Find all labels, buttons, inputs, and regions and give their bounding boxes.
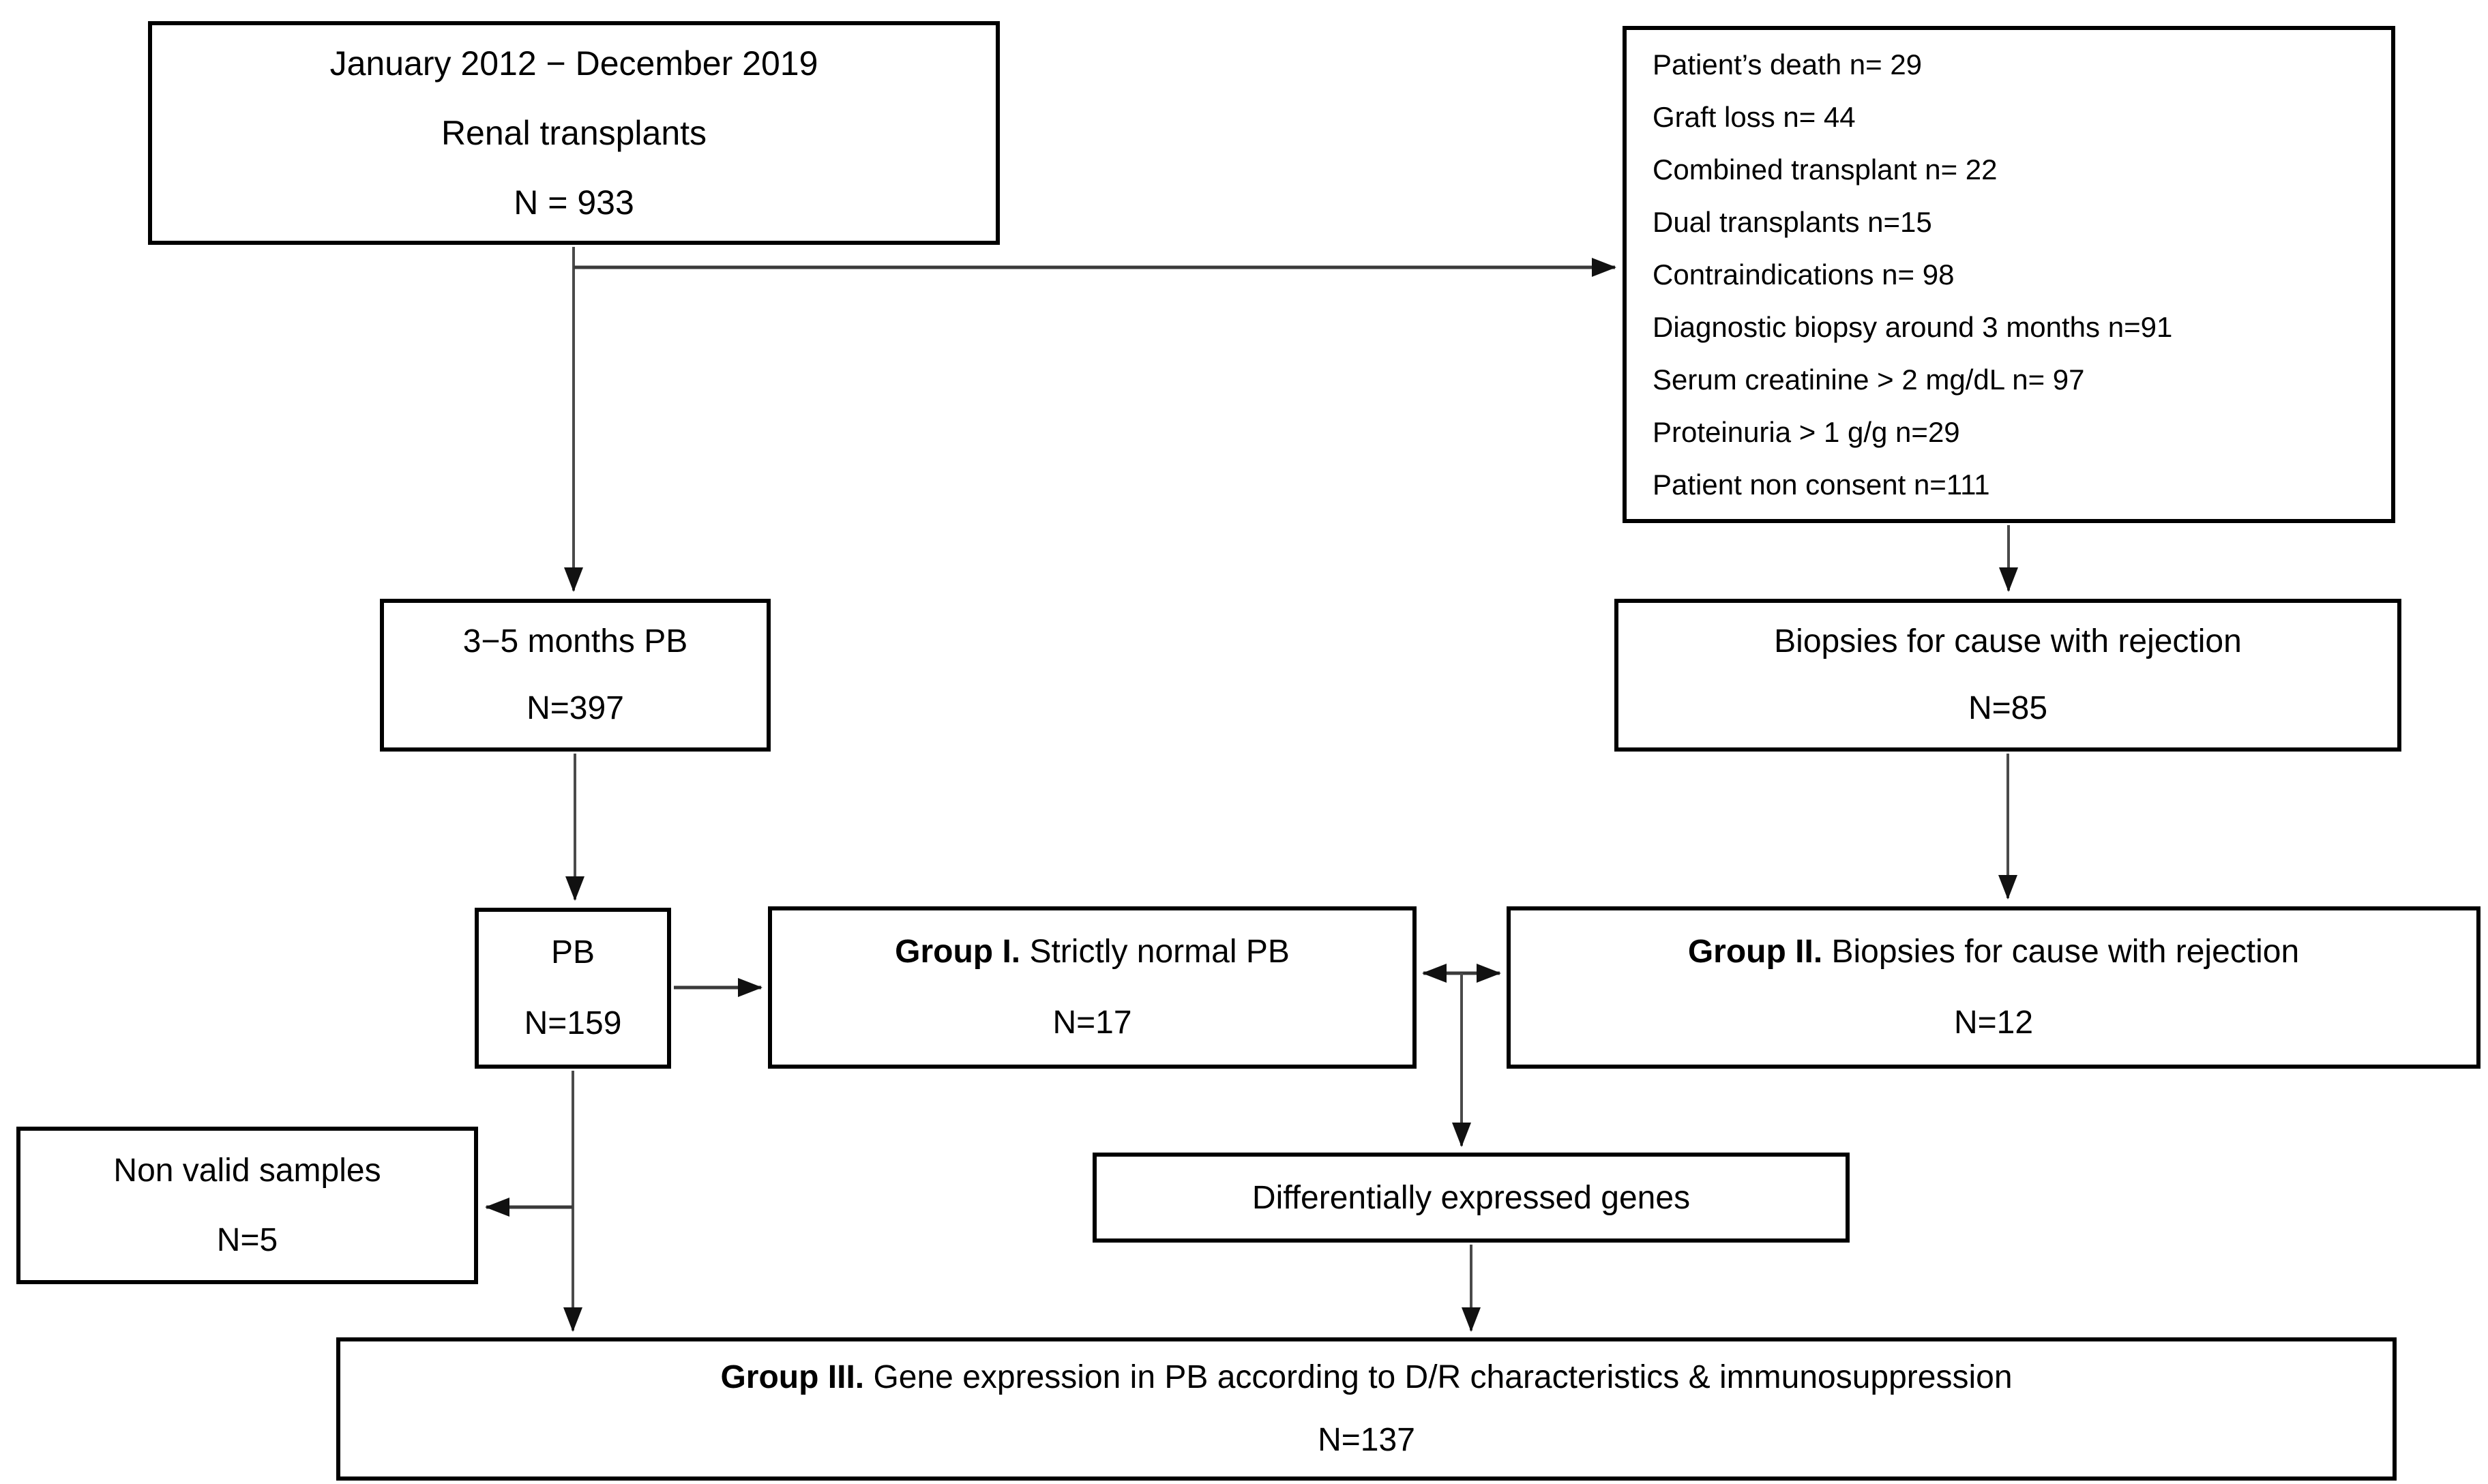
box-biopsies-for-cause: Biopsies for cause with rejection N=85 [1614,599,2401,752]
group3-prefix-text: Group III. [720,1359,865,1395]
group3-title-line: Group III. Gene expression in PB accordi… [720,1346,2012,1409]
renal-period-text: January 2012 − December 2019 [329,44,818,83]
exclusion-item: Proteinuria > 1 g/g n=29 [1653,416,1960,448]
group3-title-text: Gene expression in PB according to D/R c… [864,1359,2013,1395]
box-pb-n159: PB N=159 [475,908,671,1069]
box-differentially-expressed-genes: Differentially expressed genes [1093,1153,1850,1243]
nonvalid-n-text: N=5 [216,1221,278,1258]
exclusion-item: Graft loss n= 44 [1653,101,1856,133]
deg-title-text: Differentially expressed genes [1252,1179,1691,1216]
box-group2-biopsies-rejection: Group II. Biopsies for cause with reject… [1507,906,2480,1069]
exclusion-item: Serum creatinine > 2 mg/dL n= 97 [1653,363,2085,396]
box-renal-transplants: January 2012 − December 2019 Renal trans… [148,21,1000,245]
group2-title-line: Group II. Biopsies for cause with reject… [1688,917,2299,988]
box-non-valid-samples: Non valid samples N=5 [16,1127,478,1284]
exclusion-item: Dual transplants n=15 [1653,206,1932,238]
box-group1-strictly-normal-pb: Group I. Strictly normal PB N=17 [768,906,1417,1069]
box-3-5-months-pb: 3−5 months PB N=397 [380,599,771,752]
group2-title-text: Biopsies for cause with rejection [1822,934,2300,970]
biopsies-n-text: N=85 [1968,690,2048,726]
renal-title-text: Renal transplants [441,114,707,152]
group2-n-text: N=12 [1953,1005,2034,1041]
nonvalid-title-text: Non valid samples [113,1152,381,1189]
group3-n-text: N=137 [1318,1422,1415,1458]
pb-title-text: PB [550,934,595,970]
pb-n-text: N=159 [524,1005,622,1041]
exclusion-item: Combined transplant n= 22 [1653,153,1998,186]
months-pb-title-text: 3−5 months PB [462,623,688,659]
exclusion-item: Diagnostic biopsy around 3 months n=91 [1653,311,2173,343]
biopsies-title-text: Biopsies for cause with rejection [1774,623,2242,659]
group2-prefix-text: Group II. [1687,934,1823,970]
box-exclusion-criteria: Patient’s death n= 29 Graft loss n= 44 C… [1623,26,2395,523]
exclusion-item: Patient’s death n= 29 [1653,48,1923,80]
months-pb-n-text: N=397 [527,690,624,726]
group1-prefix-text: Group I. [895,934,1021,970]
group1-n-text: N=17 [1052,1005,1132,1041]
exclusion-item: Patient non consent n=111 [1653,469,1990,501]
group1-title-line: Group I. Strictly normal PB [895,917,1290,988]
group1-title-text: Strictly normal PB [1020,934,1290,970]
exclusion-item: Contraindications n= 98 [1653,258,1955,291]
box-group3-gene-expression: Group III. Gene expression in PB accordi… [336,1337,2397,1481]
renal-n-text: N = 933 [514,183,634,222]
